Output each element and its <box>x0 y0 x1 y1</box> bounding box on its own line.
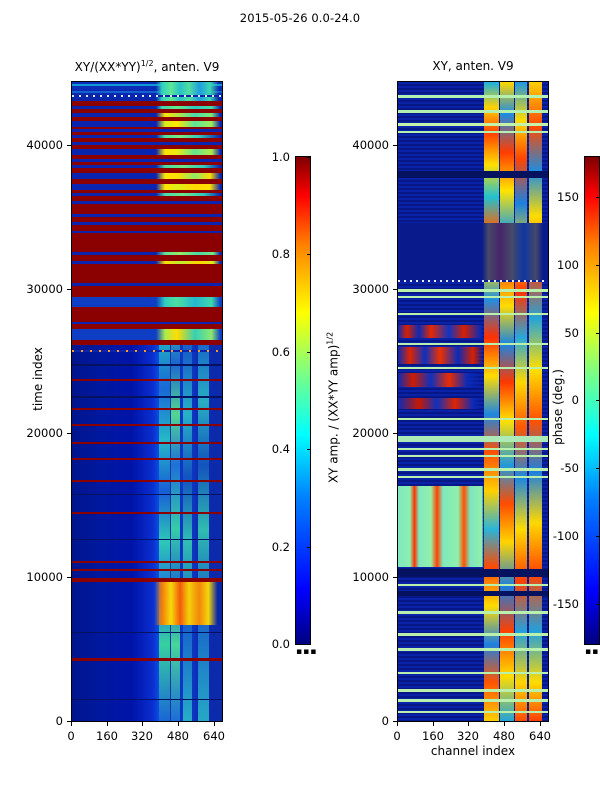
right-panel-heatmap[interactable] <box>397 81 549 722</box>
right-cbtick--50 <box>596 468 600 469</box>
left-cbtick-0.0 <box>307 644 311 645</box>
left-cbticklabel-0.4: 0.4 <box>271 442 290 456</box>
right-xticklabel-0: 0 <box>393 729 401 743</box>
left-cbtick-0.6 <box>307 352 311 353</box>
right-cbtick-150 <box>596 197 600 198</box>
left-ytick-0 <box>67 721 71 722</box>
left-cbticklabel-0.6: 0.6 <box>271 345 290 359</box>
right-xticklabel-640: 640 <box>529 729 551 743</box>
left-panel-title: XY/(XX*YY)1/2, anten. V9 <box>11 59 283 74</box>
right-colorbar-label: phase (deg.) <box>551 369 565 445</box>
left-colorbar-under-marker: ▪▪▪ <box>296 647 318 657</box>
right-yticklabel-20000: 20000 <box>352 426 389 440</box>
right-cbtick-0 <box>596 400 600 401</box>
right-ytick-0 <box>393 721 397 722</box>
right-heatmap-image <box>398 82 548 721</box>
left-xtick-480 <box>178 722 179 726</box>
right-cbticklabel--150: -150 <box>552 597 579 611</box>
left-cbtick-0.2 <box>307 547 311 548</box>
left-colorbar-label-main: XY amp. / (XX*YY amp) <box>326 344 341 484</box>
right-panel-xlabel: channel index <box>430 744 516 758</box>
right-cbtick--150 <box>596 604 600 605</box>
left-xticklabel-640: 640 <box>203 729 225 743</box>
left-yticklabel-0: 0 <box>55 714 63 728</box>
right-ytick-30000 <box>393 289 397 290</box>
right-xtick-320 <box>468 722 469 726</box>
left-panel-title-exponent: 1/2 <box>140 59 154 68</box>
right-xtick-640 <box>540 722 541 726</box>
right-cbticklabel--50: -50 <box>560 461 579 475</box>
right-yticklabel-10000: 10000 <box>352 570 389 584</box>
left-cbtick-0.4 <box>307 449 311 450</box>
left-xtick-0 <box>71 722 72 726</box>
left-cbtick-0.8 <box>307 254 311 255</box>
right-ytick-40000 <box>393 145 397 146</box>
right-xtick-480 <box>504 722 505 726</box>
right-xticklabel-480: 480 <box>493 729 515 743</box>
left-ytick-10000 <box>67 577 71 578</box>
right-ytick-10000 <box>393 577 397 578</box>
right-panel-title: XY, anten. V9 <box>432 59 514 73</box>
right-yticklabel-40000: 40000 <box>352 138 389 152</box>
left-cbticklabel-0.8: 0.8 <box>271 247 290 261</box>
right-cbticklabel-100: 100 <box>557 258 579 272</box>
left-xticklabel-480: 480 <box>167 729 189 743</box>
left-xtick-160 <box>107 722 108 726</box>
right-cbticklabel-150: 150 <box>557 190 579 204</box>
left-xtick-320 <box>142 722 143 726</box>
left-colorbar[interactable] <box>295 156 311 645</box>
left-xticklabel-160: 160 <box>96 729 118 743</box>
right-cbticklabel-0: 0 <box>571 393 579 407</box>
right-ytick-20000 <box>393 433 397 434</box>
left-heatmap-image <box>72 82 222 721</box>
left-cbticklabel-0.2: 0.2 <box>271 540 290 554</box>
left-yticklabel-30000: 30000 <box>26 282 63 296</box>
right-yticklabel-30000: 30000 <box>352 282 389 296</box>
left-cbticklabel-1.0: 1.0 <box>271 150 290 164</box>
left-ytick-20000 <box>67 433 71 434</box>
right-xtick-0 <box>397 722 398 726</box>
left-yticklabel-40000: 40000 <box>26 138 63 152</box>
left-panel-ylabel: time index <box>31 347 45 411</box>
right-cbtick--100 <box>596 536 600 537</box>
right-yticklabel-0: 0 <box>381 714 389 728</box>
left-panel-heatmap[interactable] <box>71 81 223 722</box>
right-cbtick-50 <box>596 333 600 334</box>
figure-suptitle: 2015-05-26 0.0-24.0 <box>239 11 361 25</box>
left-ytick-30000 <box>67 289 71 290</box>
left-cbticklabel-0.0: 0.0 <box>271 637 290 651</box>
left-xticklabel-320: 320 <box>131 729 153 743</box>
right-cbticklabel-50: 50 <box>564 326 579 340</box>
left-yticklabel-10000: 10000 <box>26 570 63 584</box>
left-xtick-640 <box>214 722 215 726</box>
left-colorbar-label-exponent: 1/2 <box>325 331 335 345</box>
left-yticklabel-20000: 20000 <box>26 426 63 440</box>
right-colorbar-under-marker: ▪▪▪ <box>585 647 600 657</box>
right-cbtick-100 <box>596 265 600 266</box>
right-xtick-160 <box>433 722 434 726</box>
right-xticklabel-160: 160 <box>422 729 444 743</box>
left-panel-title-main: XY/(XX*YY) <box>74 60 141 74</box>
left-panel-title-tail: , anten. V9 <box>153 60 220 74</box>
left-colorbar-label: XY amp. / (XX*YY amp)1/2 <box>326 268 341 548</box>
right-xticklabel-320: 320 <box>457 729 479 743</box>
left-cbtick-1.0 <box>307 157 311 158</box>
left-ytick-40000 <box>67 145 71 146</box>
left-xticklabel-0: 0 <box>67 729 75 743</box>
right-cbticklabel--100: -100 <box>552 529 579 543</box>
